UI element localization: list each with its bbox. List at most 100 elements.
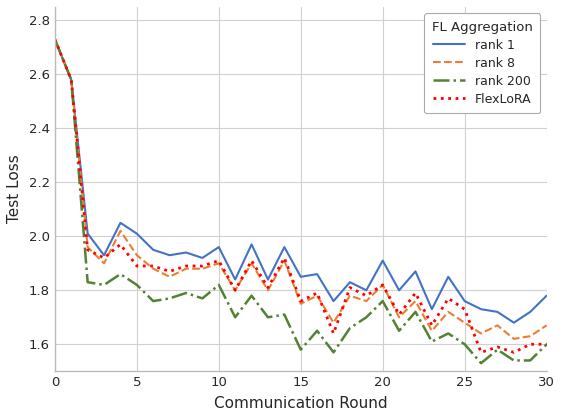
FlexLoRA (445, 296, 452, 301)
rank 8 (265, 288, 271, 293)
rank 8 (297, 301, 304, 306)
rank 200 (478, 361, 484, 366)
rank 8 (478, 331, 484, 336)
rank 200 (133, 283, 140, 288)
rank 8 (215, 261, 222, 266)
rank 200 (412, 309, 419, 314)
Line: rank 8: rank 8 (55, 39, 547, 339)
rank 200 (461, 342, 468, 347)
Line: FlexLoRA: FlexLoRA (55, 39, 547, 352)
FlexLoRA (84, 247, 91, 252)
rank 200 (428, 339, 435, 344)
FlexLoRA (363, 293, 370, 298)
rank 200 (52, 37, 58, 42)
rank 200 (215, 283, 222, 288)
FlexLoRA (199, 263, 206, 268)
rank 8 (101, 261, 107, 266)
rank 1 (265, 277, 271, 282)
FlexLoRA (281, 255, 288, 260)
rank 1 (150, 247, 157, 252)
FlexLoRA (510, 350, 517, 355)
rank 1 (330, 298, 337, 303)
rank 8 (281, 258, 288, 263)
rank 200 (379, 298, 386, 303)
FlexLoRA (527, 342, 533, 347)
rank 8 (494, 323, 501, 328)
rank 200 (232, 315, 238, 320)
rank 8 (527, 334, 533, 339)
rank 8 (183, 266, 189, 271)
rank 1 (183, 250, 189, 255)
FlexLoRA (101, 255, 107, 260)
rank 8 (510, 336, 517, 342)
rank 200 (199, 296, 206, 301)
rank 1 (494, 309, 501, 314)
rank 8 (199, 266, 206, 271)
FlexLoRA (314, 291, 320, 296)
FlexLoRA (494, 344, 501, 349)
FlexLoRA (297, 298, 304, 303)
rank 8 (379, 283, 386, 288)
rank 8 (363, 298, 370, 303)
rank 1 (396, 288, 402, 293)
rank 8 (117, 228, 124, 233)
rank 200 (363, 315, 370, 320)
rank 8 (461, 320, 468, 325)
rank 1 (199, 255, 206, 260)
rank 200 (265, 315, 271, 320)
FlexLoRA (133, 263, 140, 268)
FlexLoRA (396, 312, 402, 317)
rank 1 (461, 298, 468, 303)
Line: rank 1: rank 1 (55, 39, 547, 323)
rank 1 (101, 253, 107, 258)
rank 1 (510, 320, 517, 325)
rank 8 (232, 288, 238, 293)
FlexLoRA (52, 37, 58, 42)
rank 200 (445, 331, 452, 336)
FlexLoRA (379, 283, 386, 288)
rank 200 (150, 298, 157, 303)
rank 1 (297, 274, 304, 279)
rank 1 (347, 280, 353, 285)
rank 8 (133, 253, 140, 258)
rank 200 (281, 312, 288, 317)
rank 200 (314, 328, 320, 333)
rank 8 (396, 315, 402, 320)
Legend: rank 1, rank 8, rank 200, FlexLoRA: rank 1, rank 8, rank 200, FlexLoRA (424, 13, 541, 113)
rank 8 (68, 77, 75, 82)
rank 8 (84, 245, 91, 250)
rank 1 (543, 293, 550, 298)
rank 8 (445, 309, 452, 314)
FlexLoRA (215, 258, 222, 263)
rank 1 (215, 245, 222, 250)
rank 200 (543, 342, 550, 347)
rank 1 (363, 288, 370, 293)
rank 1 (445, 274, 452, 279)
rank 200 (510, 358, 517, 363)
rank 8 (314, 293, 320, 298)
rank 1 (232, 277, 238, 282)
rank 1 (379, 258, 386, 263)
rank 200 (84, 280, 91, 285)
FlexLoRA (248, 258, 255, 263)
rank 1 (84, 231, 91, 236)
Y-axis label: Test Loss: Test Loss (7, 155, 22, 224)
rank 1 (68, 77, 75, 82)
FlexLoRA (183, 263, 189, 268)
rank 200 (68, 77, 75, 82)
rank 8 (428, 328, 435, 333)
FlexLoRA (68, 77, 75, 82)
rank 1 (281, 245, 288, 250)
rank 1 (248, 242, 255, 247)
rank 8 (52, 37, 58, 42)
rank 8 (150, 266, 157, 271)
rank 200 (494, 347, 501, 352)
FlexLoRA (117, 242, 124, 247)
FlexLoRA (478, 350, 484, 355)
rank 200 (117, 272, 124, 277)
FlexLoRA (347, 285, 353, 290)
rank 200 (347, 326, 353, 331)
rank 1 (412, 269, 419, 274)
rank 1 (314, 272, 320, 277)
rank 8 (543, 323, 550, 328)
